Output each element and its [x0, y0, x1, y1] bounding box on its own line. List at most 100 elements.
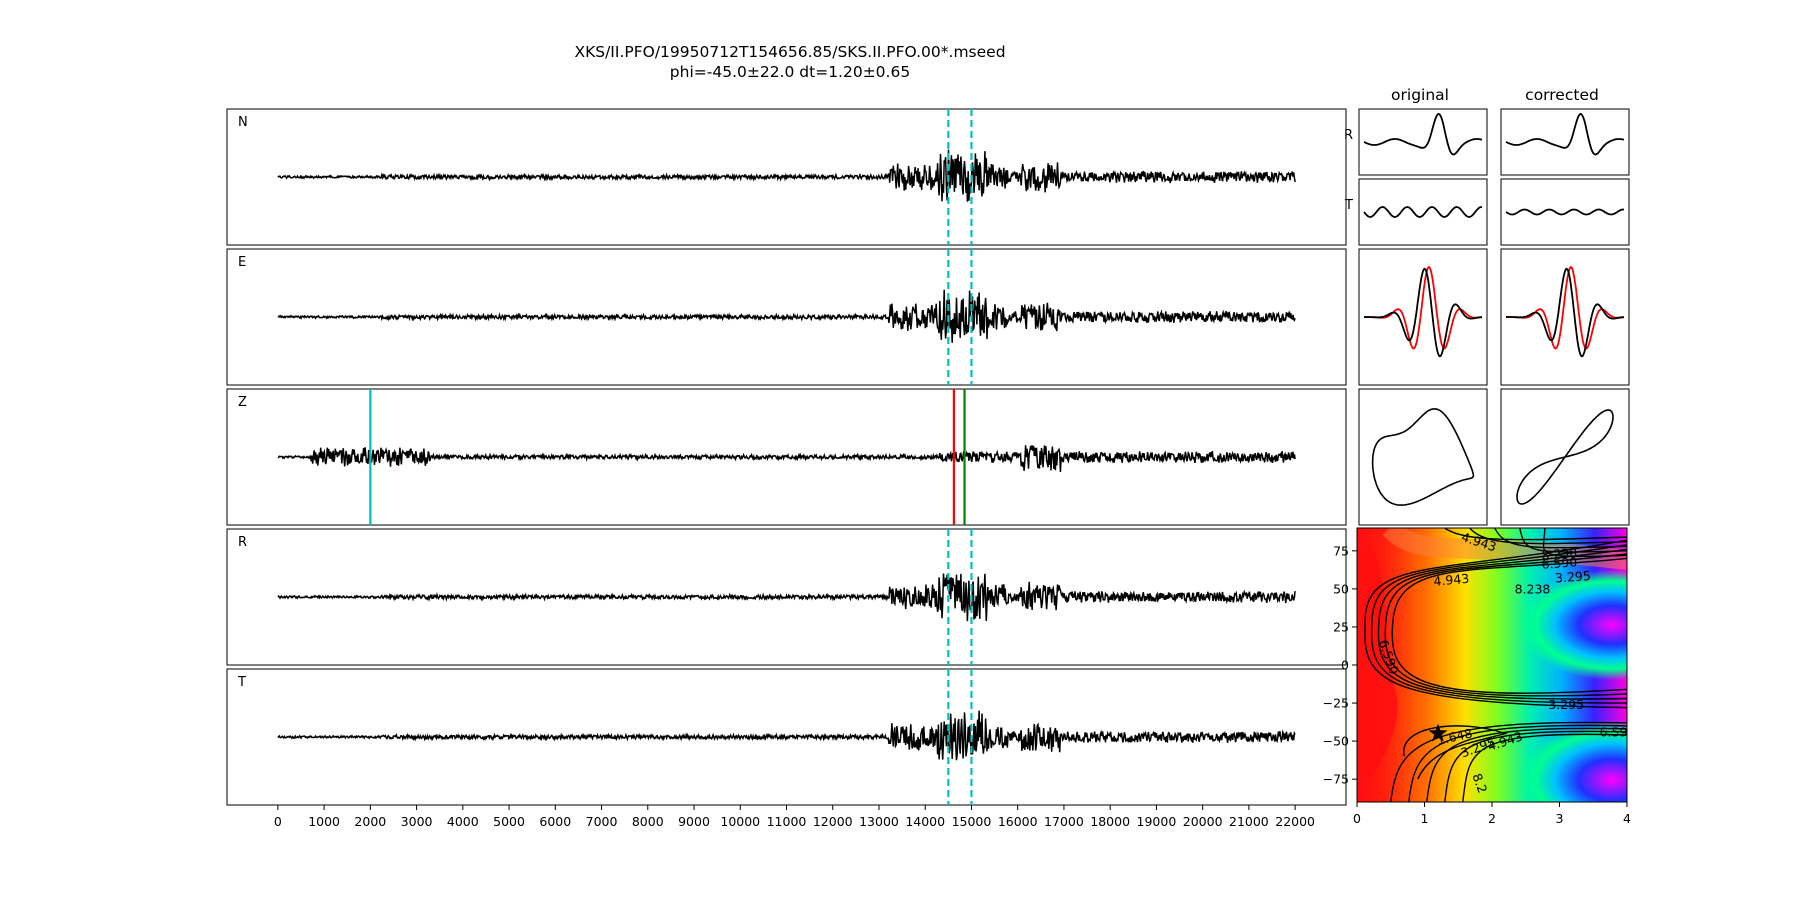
surface-y-tick-label: −75 — [1323, 772, 1349, 787]
panel-frame — [1358, 248, 1488, 386]
waveform-panel-t: T — [226, 668, 1347, 806]
column-title-corrected: corrected — [1525, 86, 1599, 104]
x-tick-label: 19000 — [1137, 814, 1177, 829]
t-trace — [1363, 206, 1483, 218]
panel-label: E — [238, 255, 246, 270]
panel-frame — [226, 388, 1347, 526]
r-trace — [1505, 112, 1625, 156]
contour-lines — [1364, 528, 1627, 802]
x-tick-label: 4000 — [447, 814, 479, 829]
x-tick-label: 15000 — [952, 814, 992, 829]
x-tick-label: 11000 — [767, 814, 807, 829]
contour-label: 6.590 — [1541, 554, 1578, 571]
particle-panel-corrected-3 — [1500, 388, 1630, 526]
waveform-panel-z: Z — [226, 388, 1347, 526]
waveform-trace — [277, 573, 1296, 622]
surface-x-tick-label: 2 — [1488, 811, 1496, 826]
waveform-x-axis: 0 1000 2000 3000 4000 5000 6000 7000 8000 9000 100… — [274, 805, 1315, 829]
x-tick-label: 18000 — [1090, 814, 1130, 829]
x-tick-label: 13000 — [859, 814, 899, 829]
contour-line — [1408, 724, 1627, 802]
contour-label: 8.238 — [1515, 581, 1551, 596]
figure-subtitle: phi=-45.0±22.0 dt=1.20±0.65 — [670, 63, 910, 81]
contour-line — [1542, 528, 1627, 558]
waveform-trace — [277, 445, 1296, 472]
waveform-panel-n: N — [226, 108, 1347, 246]
x-tick-label: 1000 — [308, 814, 340, 829]
x-tick-label: 22000 — [1275, 814, 1315, 829]
waveform-panel-r: R — [226, 528, 1347, 666]
particle-panel-original-3 — [1358, 388, 1488, 526]
contour-label: 8.2 — [1469, 771, 1490, 795]
surface-x-tick-label: 0 — [1353, 811, 1361, 826]
particle-motion-path — [1516, 409, 1614, 505]
waveform-trace — [277, 289, 1296, 343]
panel-label: N — [238, 115, 248, 130]
surface-y-tick-label: −25 — [1323, 696, 1349, 711]
contour-label: 3.295 — [1548, 697, 1584, 712]
contour-line — [1364, 539, 1627, 709]
x-tick-label: 10000 — [720, 814, 760, 829]
panel-label: T — [237, 675, 246, 690]
x-tick-label: 7000 — [586, 814, 618, 829]
x-tick-label: 3000 — [401, 814, 433, 829]
x-tick-label: 5000 — [493, 814, 525, 829]
x-tick-label: 14000 — [905, 814, 945, 829]
contour-line — [1370, 544, 1627, 704]
contour-line — [1403, 725, 1508, 780]
waveform-trace — [277, 149, 1296, 202]
particle-panel-original-1 — [1358, 178, 1488, 246]
r-trace — [1363, 112, 1483, 156]
surface-x-tick-label: 3 — [1556, 811, 1564, 826]
x-tick-label: 6000 — [539, 814, 571, 829]
trace — [1506, 267, 1624, 358]
particle-motion-path — [1371, 408, 1475, 506]
panel-label: Z — [238, 395, 247, 410]
column-title-original: original — [1391, 86, 1449, 104]
surface-x-tick-label: 4 — [1623, 811, 1631, 826]
trace — [1364, 267, 1482, 358]
panel-frame — [1500, 248, 1630, 386]
x-tick-label: 2000 — [354, 814, 386, 829]
panel-frame — [1358, 178, 1488, 246]
contour-line — [1391, 557, 1627, 694]
panel-label: R — [238, 535, 247, 550]
x-tick-label: 17000 — [1044, 814, 1084, 829]
waveform-trace — [277, 710, 1296, 761]
x-tick-label: 20000 — [1183, 814, 1223, 829]
particle-panel-original-2 — [1358, 248, 1488, 386]
contour-line — [1469, 528, 1627, 545]
waveform-panel-e: E — [226, 248, 1347, 386]
contour-line — [1384, 553, 1627, 697]
figure-title: XKS/II.PFO/19950712T154656.85/SKS.II.PFO… — [574, 43, 1005, 61]
waveform-panels: N E Z R T — [226, 108, 1347, 806]
comparison-trace — [1506, 265, 1625, 350]
x-tick-label: 9000 — [678, 814, 710, 829]
surface-y-tick-label: −50 — [1323, 734, 1349, 749]
panel-frame — [1358, 388, 1488, 526]
particle-motion-panels — [1358, 108, 1630, 526]
best-fit-star — [1428, 723, 1448, 742]
x-tick-label: 21000 — [1229, 814, 1269, 829]
panel-frame — [1500, 178, 1630, 246]
surface-y-tick-label: 0 — [1341, 658, 1349, 673]
panel-frame — [1500, 388, 1630, 526]
surface-y-tick-label: 50 — [1333, 581, 1349, 596]
particle-panel-corrected-2 — [1500, 248, 1630, 386]
particle-panel-corrected-0 — [1500, 108, 1630, 176]
contour-label: 3.295 — [1555, 568, 1592, 585]
panel-frame — [1358, 108, 1488, 176]
contour-label: 4.943 — [1433, 571, 1470, 589]
error-surface: 4.943 8.2386.5903.2954.9438.2386.5903.295… — [1323, 527, 1631, 826]
contour-line — [1494, 528, 1627, 549]
x-tick-label: 8000 — [632, 814, 664, 829]
x-tick-label: 16000 — [998, 814, 1038, 829]
row-label-t: T — [1344, 198, 1353, 213]
contour-line — [1444, 528, 1627, 541]
error-surface-axes: 0 1 2 3 4 75 50 25 0 −25 −50 −75 — [1323, 543, 1631, 826]
comparison-trace — [1364, 265, 1483, 350]
t-trace — [1505, 208, 1624, 216]
panel-frame — [226, 248, 1347, 386]
contour-label: 8.238 — [1541, 545, 1578, 562]
